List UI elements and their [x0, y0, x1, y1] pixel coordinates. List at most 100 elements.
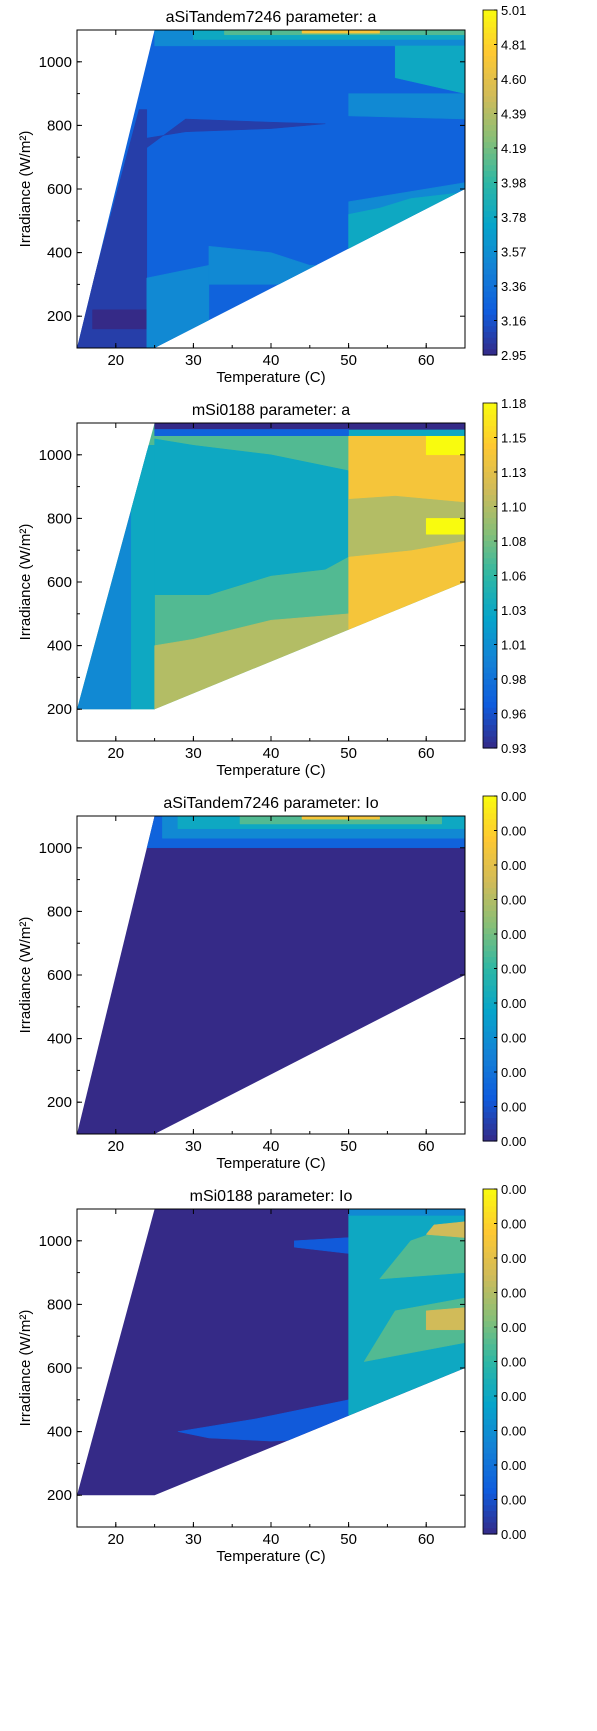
colorbar-segment: [483, 939, 497, 947]
colorbar-segment: [483, 309, 497, 316]
colorbar-tick-label: 0.00: [501, 1458, 526, 1473]
colorbar-segment: [483, 633, 497, 640]
heatmap-region: [348, 93, 465, 120]
colorbar-segment: [483, 1049, 497, 1056]
colorbar-segment: [483, 188, 497, 195]
colorbar-segment: [483, 211, 497, 218]
y-tick-label: 1000: [39, 840, 72, 857]
colorbar-segment: [483, 130, 497, 138]
heatmap-region: [394, 45, 465, 94]
y-tick-label: 1000: [39, 54, 72, 71]
colorbar-segment: [483, 928, 497, 935]
colorbar-segment: [483, 1476, 497, 1483]
x-tick-label: 20: [107, 352, 124, 369]
colorbar-segment: [483, 1367, 497, 1374]
colorbar-tick-label: 4.81: [501, 38, 526, 53]
colorbar-segment: [483, 650, 497, 657]
colorbar-segment: [483, 303, 497, 310]
colorbar-segment: [483, 1095, 497, 1102]
colorbar-segment: [483, 337, 497, 345]
chart-title: mSi0188 parameter: Io: [190, 1188, 353, 1205]
x-tick-label: 20: [107, 1138, 124, 1155]
colorbar-segment: [483, 165, 497, 172]
colorbar-segment: [483, 1321, 497, 1328]
colorbar-segment: [483, 349, 497, 356]
colorbar-segment: [483, 291, 497, 299]
colorbar-segment: [483, 1037, 497, 1044]
colorbar-segment: [483, 506, 497, 513]
colorbar-segment: [483, 836, 497, 843]
colorbar-segment: [483, 136, 497, 143]
colorbar-segment: [483, 1465, 497, 1472]
colorbar-segment: [483, 719, 497, 726]
colorbar-segment: [483, 1083, 497, 1090]
colorbar-segment: [483, 1292, 497, 1299]
heatmap-region: [239, 816, 442, 825]
colorbar-segment: [483, 1401, 497, 1409]
colorbar-segment: [483, 343, 497, 350]
colorbar-segment: [483, 1361, 497, 1368]
x-tick-label: 30: [185, 745, 202, 762]
colorbar-segment: [483, 176, 497, 184]
colorbar-segment: [483, 1522, 497, 1529]
colorbar-segment: [483, 679, 497, 686]
colorbar-tick-label: 3.36: [501, 279, 526, 294]
colorbar-segment: [483, 1413, 497, 1420]
colorbar-segment: [483, 245, 497, 253]
colorbar-segment: [483, 916, 497, 924]
colorbar-segment: [483, 644, 497, 651]
colorbar-tick-label: 0.00: [501, 1031, 526, 1046]
x-tick-label: 40: [263, 1138, 280, 1155]
x-tick-label: 60: [418, 1531, 435, 1548]
colorbar-segment: [483, 274, 497, 281]
colorbar-segment: [483, 575, 497, 582]
colorbar-segment: [483, 483, 497, 490]
colorbar-segment: [483, 15, 497, 23]
colorbar: 2.95 3.16 3.36 3.57 3.78 3.98 4.19 4.39 4.60 4.81…: [482, 3, 526, 363]
colorbar-segment: [483, 1263, 497, 1271]
x-tick-label: 40: [263, 352, 280, 369]
colorbar-tick-label: 0.00: [501, 893, 526, 908]
colorbar-segment: [483, 107, 497, 115]
colorbar-segment: [483, 1223, 497, 1230]
colorbar-segment: [483, 1106, 497, 1113]
x-tick-label: 50: [340, 352, 357, 369]
colorbar-segment: [483, 1072, 497, 1079]
colorbar-segment: [483, 1014, 497, 1021]
y-tick-label: 800: [47, 903, 72, 920]
colorbar-segment: [483, 1212, 497, 1219]
colorbar-segment: [483, 297, 497, 304]
colorbar-segment: [483, 638, 497, 646]
colorbar-segment: [483, 882, 497, 889]
colorbar-segment: [483, 893, 497, 901]
colorbar-segment: [483, 500, 497, 508]
colorbar-segment: [483, 945, 497, 952]
colorbar-segment: [483, 661, 497, 669]
colorbar-segment: [483, 1488, 497, 1495]
heatmap-region: [348, 1209, 465, 1216]
colorbar: 0.00 0.00 0.00 0.00 0.00 0.00 0.00 0.00 0.00 0.00…: [482, 1182, 526, 1542]
colorbar-segment: [483, 696, 497, 703]
y-tick-label: 200: [47, 1094, 72, 1111]
colorbar-segment: [483, 1286, 497, 1294]
colorbar-segment: [483, 113, 497, 120]
colorbar-segment: [483, 736, 497, 743]
y-tick-label: 1000: [39, 447, 72, 464]
heatmap-region: [154, 429, 349, 436]
colorbar-segment: [483, 1327, 497, 1334]
heatmap-region: [301, 30, 380, 34]
colorbar-segment: [483, 707, 497, 715]
colorbar-tick-label: 1.13: [501, 465, 526, 480]
colorbar-segment: [483, 1235, 497, 1242]
colorbar-tick-label: 4.19: [501, 141, 526, 156]
colorbar-segment: [483, 621, 497, 628]
chart-panel-3: aSiTandem7246 parameter: Io 20 30 40 50 60 Tem…: [17, 789, 526, 1172]
colorbar-segment: [483, 610, 497, 617]
colorbar-segment: [483, 853, 497, 860]
colorbar-tick-label: 1.15: [501, 431, 526, 446]
colorbar-tick-label: 1.08: [501, 534, 526, 549]
colorbar-segment: [483, 472, 497, 479]
y-tick-label: 400: [47, 1031, 72, 1048]
x-tick-label: 30: [185, 1531, 202, 1548]
colorbar-segment: [483, 268, 497, 276]
